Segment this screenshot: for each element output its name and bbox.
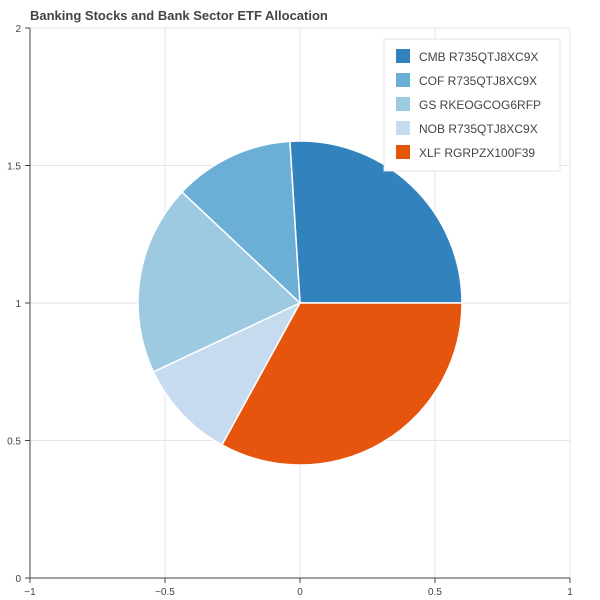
y-tick-label: 0 xyxy=(15,574,21,585)
legend-swatch xyxy=(396,73,410,87)
x-tick-label: 0 xyxy=(297,587,303,598)
x-tick-label: −1 xyxy=(24,587,36,598)
legend-label: CMB R735QTJ8XC9X xyxy=(419,50,538,64)
x-tick-label: 1 xyxy=(567,587,573,598)
legend-box xyxy=(383,38,561,172)
y-tick-label: 1 xyxy=(15,299,21,310)
legend-swatch xyxy=(396,145,410,159)
x-tick-label: −0.5 xyxy=(155,587,175,598)
legend-label: GS RKEOGCOG6RFP xyxy=(419,98,541,112)
pie-slice xyxy=(180,140,301,305)
axes: −1 −0.5 0 0.5 1 0 0.5 1 1.5 2 xyxy=(7,24,573,598)
pie-slice xyxy=(220,302,463,466)
legend: CMB R735QTJ8XC9X COF R735QTJ8XC9X GS RKEOG… xyxy=(383,38,561,172)
pie-slice xyxy=(152,301,302,446)
legend-label: XLF RGRPZX100F39 xyxy=(419,146,535,160)
legend-swatch xyxy=(396,97,410,111)
legend-swatch xyxy=(396,121,410,135)
legend-label: NOB R735QTJ8XC9X xyxy=(419,122,538,136)
pie-slice xyxy=(289,140,463,304)
legend-label: COF R735QTJ8XC9X xyxy=(419,74,537,88)
y-tick-label: 1.5 xyxy=(7,162,21,173)
pie-slices xyxy=(137,140,463,466)
legend-swatch xyxy=(396,49,410,63)
x-tick-label: 0.5 xyxy=(428,587,442,598)
y-tick-label: 2 xyxy=(15,24,21,35)
pie-slice xyxy=(137,191,302,373)
chart-title: Banking Stocks and Bank Sector ETF Alloc… xyxy=(30,8,328,23)
y-tick-label: 0.5 xyxy=(7,437,21,448)
